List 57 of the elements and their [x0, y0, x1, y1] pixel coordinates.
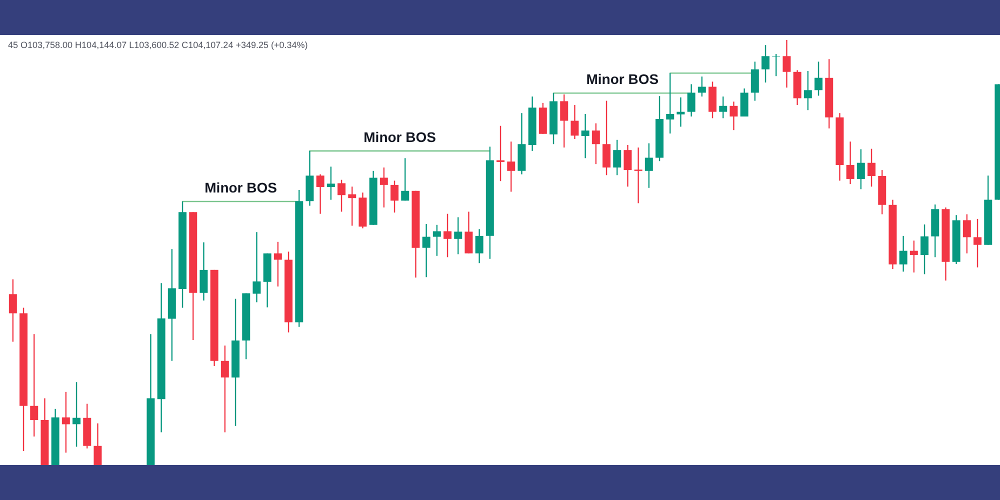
- candlestick: [804, 70, 812, 111]
- candlestick: [380, 166, 388, 208]
- candlestick: [750, 61, 759, 102]
- series-label: Minor BOS: [586, 71, 659, 88]
- candlestick: [62, 391, 70, 454]
- candlestick: [920, 224, 929, 275]
- candlestick: [666, 72, 674, 134]
- candlestick: [560, 94, 568, 148]
- candlestick: [910, 240, 918, 274]
- candlestick: [348, 186, 356, 226]
- candlestick: [868, 148, 876, 188]
- candlestick: [899, 235, 908, 272]
- candlestick: [634, 146, 642, 204]
- candlestick: [772, 53, 780, 77]
- candlestick: [401, 158, 410, 202]
- annotation: 45 O103,758.00 H104,144.07 L103,600.52 C104,107.24 +349.25 (+0.34%): [8, 40, 308, 50]
- candlestick: [475, 228, 484, 264]
- candlestick: [444, 213, 452, 258]
- candlestick: [581, 113, 590, 159]
- series-label: Minor BOS: [364, 128, 436, 145]
- candlestick: [730, 101, 738, 131]
- candlestick: [274, 241, 282, 288]
- candlestick: [613, 139, 622, 176]
- candlestick: [687, 84, 696, 118]
- candlestick: [570, 104, 579, 140]
- candlestick: [814, 61, 823, 96]
- candlestick: [974, 218, 982, 268]
- candlestick: [719, 96, 728, 119]
- candlestick: [454, 216, 462, 255]
- candlestick: [432, 224, 441, 256]
- candlestick: [762, 44, 770, 84]
- candlestick: [464, 211, 473, 254]
- candlestick: [338, 179, 346, 212]
- candlestick: [644, 142, 653, 188]
- candlestick: [624, 144, 632, 188]
- candlestick: [220, 344, 229, 433]
- candlestick: [8, 278, 17, 342]
- candlestick: [326, 166, 335, 200]
- candlestick: [422, 223, 430, 278]
- candlestick: [30, 334, 38, 438]
- candlestick: [252, 232, 261, 303]
- candlestick: [507, 140, 516, 192]
- candlestick: [782, 39, 791, 88]
- candlestick: [962, 214, 971, 254]
- candlestick: [740, 88, 748, 118]
- candlestick: [72, 382, 81, 448]
- candlestick: [846, 140, 854, 185]
- candlestick: [676, 96, 685, 128]
- series-label: Minor BOS: [204, 180, 277, 196]
- candlestick: [602, 100, 611, 176]
- candlestick: [856, 148, 865, 190]
- candlestick: [200, 242, 208, 302]
- candlestick: [698, 76, 706, 98]
- candlestick: [94, 422, 102, 465]
- candlestick: [592, 122, 600, 165]
- candlestick: [316, 174, 324, 214]
- candlestick: [390, 180, 399, 214]
